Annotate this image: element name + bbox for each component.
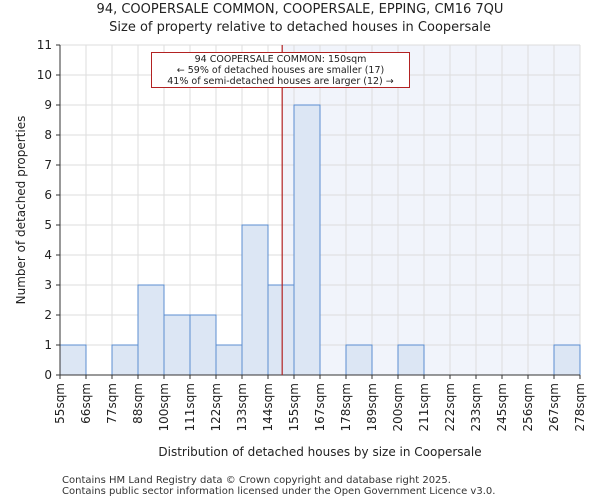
y-tick-label: 7: [44, 158, 52, 172]
bar-267sqm: [553, 344, 581, 376]
x-tick-label: 211sqm: [417, 383, 431, 431]
x-tick-label: 267sqm: [547, 383, 561, 431]
x-tick-label: 178sqm: [339, 383, 353, 431]
x-tick-label: 155sqm: [287, 383, 301, 431]
y-tick-label: 10: [37, 68, 52, 82]
footer-line-2: Contains public sector information licen…: [62, 486, 496, 497]
x-tick-label: 245sqm: [495, 383, 509, 431]
y-tick-label: 3: [44, 278, 52, 292]
annotation-line-2: ← 59% of detached houses are smaller (17…: [176, 65, 385, 76]
bar-200sqm: [397, 344, 425, 376]
chart-title-line2: Size of property relative to detached ho…: [109, 20, 491, 35]
x-tick-label: 100sqm: [157, 383, 171, 431]
x-tick-label: 88sqm: [131, 383, 145, 424]
x-tick-label: 133sqm: [235, 383, 249, 431]
x-tick-label: 256sqm: [521, 383, 535, 431]
x-tick-label: 278sqm: [573, 383, 587, 431]
bar-155sqm: [293, 104, 321, 376]
x-tick-label: 111sqm: [183, 383, 197, 431]
y-tick-label: 5: [44, 218, 52, 232]
annotation-line-3: 41% of semi-detached houses are larger (…: [167, 76, 394, 87]
y-tick-label: 1: [44, 338, 52, 352]
bar-55sqm: [59, 344, 87, 376]
x-tick-label: 189sqm: [365, 383, 379, 431]
footer-line-1: Contains HM Land Registry data © Crown c…: [62, 475, 451, 486]
bar-88sqm: [137, 284, 165, 376]
property-annotation-box: 94 COOPERSALE COMMON: 150sqm ← 59% of de…: [151, 52, 410, 88]
x-tick-label: 233sqm: [469, 383, 483, 431]
x-tick-label: 200sqm: [391, 383, 405, 431]
x-tick-label: 144sqm: [261, 383, 275, 431]
y-tick-label: 6: [44, 188, 52, 202]
bar-178sqm: [345, 344, 373, 376]
chart-title-line1: 94, COOPERSALE COMMON, COOPERSALE, EPPIN…: [96, 2, 504, 17]
bar-122sqm: [215, 344, 243, 376]
y-tick-label: 9: [44, 98, 52, 112]
bar-77sqm: [111, 344, 139, 376]
x-tick-label: 55sqm: [53, 383, 67, 424]
y-tick-label: 2: [44, 308, 52, 322]
x-tick-label: 77sqm: [105, 383, 119, 424]
y-tick-label: 8: [44, 128, 52, 142]
bar-144sqm: [267, 284, 295, 376]
y-tick-label: 0: [44, 368, 52, 382]
y-tick-label: 4: [44, 248, 52, 262]
annotation-line-1: 94 COOPERSALE COMMON: 150sqm: [194, 54, 367, 65]
larger-region-shade: [282, 45, 580, 375]
bar-111sqm: [189, 314, 217, 376]
bar-133sqm: [241, 224, 269, 376]
y-tick-label: 11: [37, 38, 52, 52]
x-tick-label: 122sqm: [209, 383, 223, 431]
x-tick-label: 222sqm: [443, 383, 457, 431]
x-axis-label: Distribution of detached houses by size …: [158, 445, 482, 459]
x-tick-label: 66sqm: [79, 383, 93, 424]
x-tick-label: 167sqm: [313, 383, 327, 431]
bar-100sqm: [163, 314, 191, 376]
